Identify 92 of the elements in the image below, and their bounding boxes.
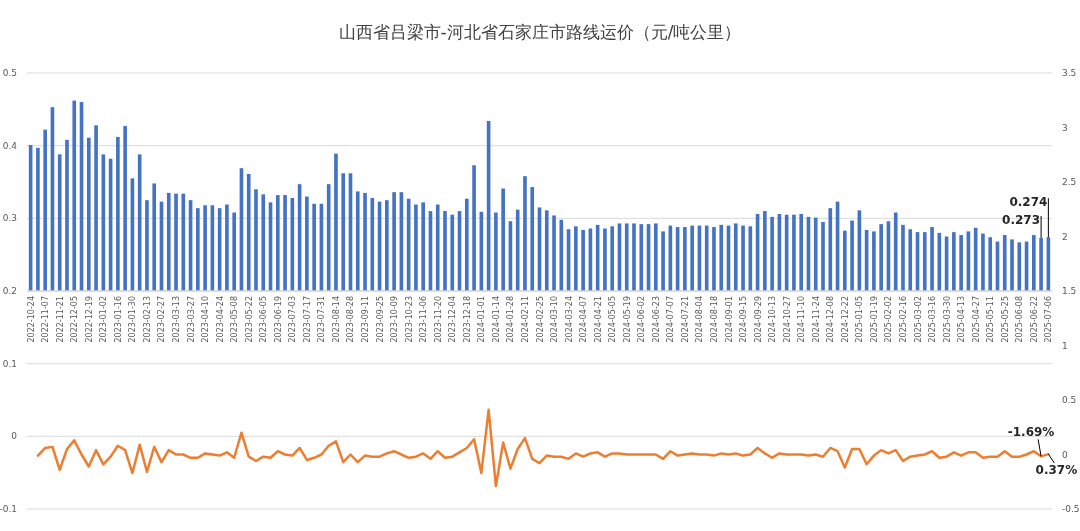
x-tick-label: 2024-01-01 xyxy=(477,296,487,343)
y2-tick-label: 3 xyxy=(1062,122,1068,133)
x-tick-label: 2024-07-07 xyxy=(666,296,676,343)
x-tick-label: 2023-10-23 xyxy=(404,296,414,343)
x-tick-label: 2024-07-21 xyxy=(680,296,690,343)
y2-tick-label: 2.5 xyxy=(1062,177,1077,188)
x-tick-label: 2022-12-19 xyxy=(84,296,94,343)
y2-tick-label: 2 xyxy=(1062,231,1068,242)
x-tick-label: 2025-07-06 xyxy=(1044,296,1054,343)
x-tick-label: 2024-10-27 xyxy=(782,296,792,343)
x-tick-label: 2024-02-25 xyxy=(535,296,545,343)
x-tick-label: 2025-02-02 xyxy=(884,296,894,343)
x-tick-label: 2023-06-19 xyxy=(273,296,283,343)
x-tick-label: 2023-07-31 xyxy=(317,296,327,343)
x-tick-label: 2025-04-13 xyxy=(957,296,967,343)
x-tick-label: 2025-03-02 xyxy=(913,296,923,343)
x-tick-label: 2023-02-13 xyxy=(142,296,152,343)
x-tick-label: 2025-06-22 xyxy=(1029,296,1039,343)
y-tick-label: 0.1 xyxy=(2,358,17,369)
x-tick-label: 2023-02-27 xyxy=(157,296,167,343)
y2-tick-label: 1.5 xyxy=(1062,286,1077,297)
data-label: -1.69% xyxy=(1007,425,1055,440)
x-tick-label: 2023-10-09 xyxy=(390,296,400,343)
y-tick-label: 0.5 xyxy=(2,68,17,79)
x-tick-label: 2024-11-10 xyxy=(797,296,807,343)
x-tick-label: 2023-05-08 xyxy=(230,296,240,343)
data-label: 0.273 xyxy=(1002,212,1041,227)
data-label: 0.274 xyxy=(1009,195,1048,210)
x-tick-label: 2025-01-05 xyxy=(855,296,865,343)
y-tick-label: -0.1 xyxy=(0,504,17,515)
x-tick-label: 2025-03-16 xyxy=(928,296,938,343)
x-tick-label: 2022-12-05 xyxy=(70,296,80,343)
x-tick-label: 2024-05-19 xyxy=(622,296,632,343)
y2-tick-label: 1 xyxy=(1062,340,1068,351)
x-tick-label: 2023-12-04 xyxy=(448,296,458,343)
x-tick-label: 2024-06-23 xyxy=(651,296,661,343)
x-tick-label: 2022-11-07 xyxy=(41,296,51,343)
x-tick-label: 2024-03-24 xyxy=(564,296,574,343)
data-label: 0.37% xyxy=(1035,463,1078,478)
x-tick-label: 2024-12-08 xyxy=(826,296,836,343)
x-tick-label: 2024-08-04 xyxy=(695,296,705,343)
x-tick-label: 2022-10-24 xyxy=(26,296,36,343)
x-tick-label: 2023-06-05 xyxy=(259,296,269,343)
x-tick-label: 2023-03-13 xyxy=(172,296,182,343)
x-tick-label: 2022-11-21 xyxy=(55,296,65,343)
x-tick-label: 2023-09-25 xyxy=(375,296,385,343)
x-tick-label: 2023-07-17 xyxy=(302,296,312,343)
x-tick-label: 2023-08-14 xyxy=(331,296,341,343)
x-tick-label: 2024-04-07 xyxy=(579,296,589,343)
x-tick-label: 2023-09-11 xyxy=(361,296,371,343)
x-tick-label: 2025-05-25 xyxy=(1000,296,1010,343)
x-tick-label: 2025-02-16 xyxy=(898,296,908,343)
x-tick-label: 2023-11-06 xyxy=(419,296,429,343)
y2-tick-label: 0 xyxy=(1062,449,1068,460)
y-tick-label: 0.4 xyxy=(2,140,18,151)
chart-title: 山西省吕梁市-河北省石家庄市路线运价（元/吨公里） xyxy=(338,22,742,42)
x-tick-label: 2023-12-18 xyxy=(462,296,472,343)
x-tick-label: 2024-10-13 xyxy=(768,296,778,343)
x-tick-label: 2025-06-08 xyxy=(1015,296,1025,343)
x-tick-label: 2024-02-11 xyxy=(520,296,530,343)
x-tick-label: 2023-04-24 xyxy=(215,296,225,343)
x-tick-label: 2023-03-27 xyxy=(186,296,196,343)
x-tick-label: 2025-04-27 xyxy=(971,296,981,343)
y-tick-label: 0.2 xyxy=(2,286,17,297)
x-tick-label: 2024-05-05 xyxy=(608,296,618,343)
x-tick-label: 2024-11-24 xyxy=(811,296,821,343)
x-tick-label: 2024-09-29 xyxy=(753,296,763,343)
x-tick-label: 2024-04-21 xyxy=(593,296,603,343)
x-tick-label: 2025-05-11 xyxy=(986,296,996,343)
x-tick-label: 2024-09-01 xyxy=(724,296,734,343)
x-tick-label: 2024-03-10 xyxy=(550,296,560,343)
x-tick-label: 2024-08-18 xyxy=(709,296,719,343)
x-tick-label: 2023-08-28 xyxy=(346,296,356,343)
y-tick-label: 0.3 xyxy=(2,213,17,224)
x-tick-label: 2024-01-28 xyxy=(506,296,516,343)
x-tick-label: 2023-01-02 xyxy=(99,296,109,343)
x-tick-label: 2024-06-02 xyxy=(637,296,647,343)
x-tick-label: 2024-09-15 xyxy=(739,296,749,343)
x-tick-label: 2023-05-22 xyxy=(244,296,254,343)
x-tick-label: 2023-01-30 xyxy=(128,296,138,343)
x-tick-label: 2023-04-10 xyxy=(201,296,211,343)
x-tick-label: 2023-11-20 xyxy=(433,296,443,343)
x-tick-label: 2025-01-19 xyxy=(869,296,879,343)
x-tick-label: 2024-01-14 xyxy=(491,296,501,343)
x-tick-label: 2025-03-30 xyxy=(942,296,952,343)
x-tick-label: 2023-01-16 xyxy=(113,296,123,343)
y2-tick-label: -0.5 xyxy=(1062,504,1080,515)
y2-tick-label: 0.5 xyxy=(1062,395,1077,406)
x-tick-label: 2024-12-22 xyxy=(840,296,850,343)
y2-tick-label: 3.5 xyxy=(1062,68,1077,79)
y-tick-label: 0 xyxy=(11,431,18,442)
x-tick-label: 2023-07-03 xyxy=(288,296,298,343)
